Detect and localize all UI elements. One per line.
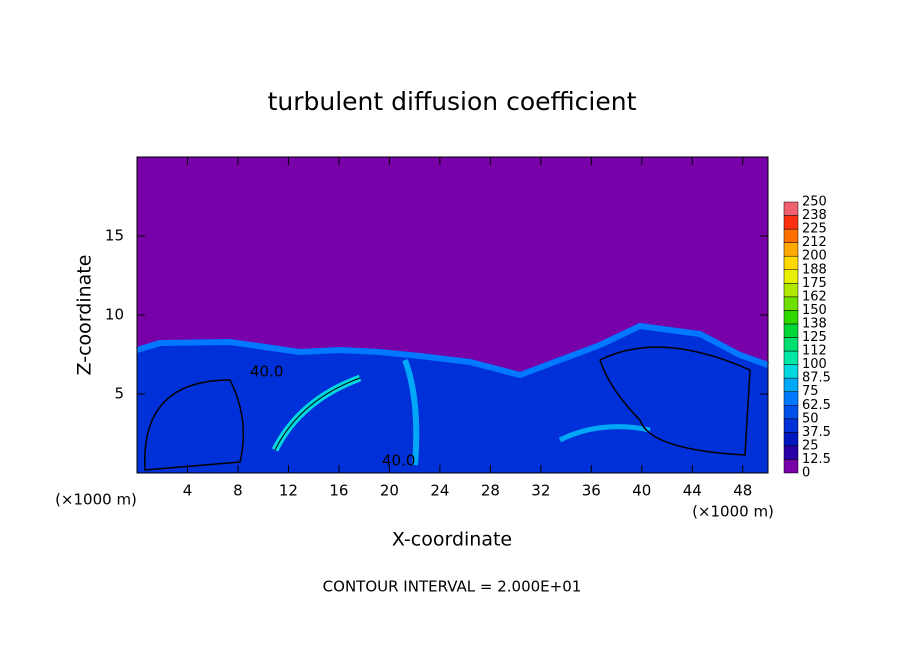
colorbar-swatch: [783, 228, 799, 243]
colorbar-label: 238: [802, 208, 827, 223]
colorbar-swatch: [783, 269, 799, 284]
colorbar-label: 212: [802, 235, 827, 250]
x-tick-label: 36: [582, 482, 601, 500]
turbulent-layer: [137, 326, 768, 473]
x-tick-label: 8: [233, 482, 243, 500]
x-tick-label: 48: [733, 482, 752, 500]
colorbar-label: 0: [802, 466, 810, 481]
colorbar-label: 125: [802, 330, 827, 345]
contour: [599, 346, 751, 456]
contour-label: 40.0: [382, 452, 415, 470]
layer-edge: [136, 322, 770, 379]
colorbar-label: 175: [802, 276, 827, 291]
colorbar-swatch: [783, 215, 799, 230]
colorbar-swatch: [783, 418, 799, 433]
colorbar-swatch: [783, 323, 799, 338]
streak: [558, 424, 651, 443]
colorbar-swatch: [783, 350, 799, 365]
streak: [402, 358, 420, 466]
y-tick-label: 5: [114, 385, 124, 403]
colorbar-swatch: [783, 377, 799, 392]
colorbar-swatch: [783, 364, 799, 379]
colorbar-label: 75: [802, 384, 819, 399]
colorbar-label: 250: [802, 195, 827, 210]
colorbar-swatch: [783, 445, 799, 460]
colorbar-swatch: [783, 242, 799, 257]
colorbar-label: 112: [802, 344, 827, 359]
colorbar-label: 138: [802, 316, 827, 331]
x-tick-label: 32: [531, 482, 550, 500]
y-tick-label: 10: [105, 306, 124, 324]
colorbar-swatch: [783, 405, 799, 420]
x-tick-label: 44: [683, 482, 702, 500]
colorbar-swatch: [783, 459, 799, 474]
footer: CONTOUR INTERVAL = 2.000E+01: [323, 578, 582, 596]
x-tick-label: 24: [430, 482, 449, 500]
colorbar-swatch: [783, 337, 799, 352]
colorbar-swatch: [783, 255, 799, 271]
colorbar-label: 100: [802, 357, 827, 372]
y-unit: (×1000 m): [55, 491, 137, 509]
colorbar-label: 188: [802, 262, 827, 277]
x-tick-label: 40: [632, 482, 651, 500]
x-axis-label: X-coordinate: [392, 529, 512, 551]
colorbar-label: 12.5: [802, 452, 831, 467]
y-tick-label: 15: [105, 227, 124, 245]
x-tick-label: 12: [279, 482, 298, 500]
colorbar-label: 50: [802, 411, 819, 426]
colorbar-label: 150: [802, 303, 827, 318]
colorbar-label: 25: [802, 438, 819, 453]
colorbar-swatch: [783, 201, 799, 216]
colorbar-label: 62.5: [802, 398, 831, 413]
x-tick-label: 16: [329, 482, 348, 500]
colorbar-label: 200: [802, 249, 827, 264]
colorbar-label: 162: [802, 289, 827, 304]
contour-label: 40.0: [250, 363, 283, 381]
y-axis-label: Z-coordinate: [74, 255, 96, 376]
contour: [274, 377, 361, 451]
x-tick-label: 20: [380, 482, 399, 500]
colorbar-swatch: [783, 296, 799, 311]
x-tick-label: 4: [183, 482, 193, 500]
x-tick-label: 28: [481, 482, 500, 500]
colorbar-swatch: [783, 283, 799, 298]
colorbar-label: 37.5: [802, 425, 831, 440]
colorbar-label: 225: [802, 222, 827, 237]
colorbar-swatch: [783, 432, 799, 447]
colorbar-swatch: [783, 310, 799, 325]
chart-title: turbulent diffusion coefficient: [268, 87, 637, 116]
contour: [144, 379, 245, 471]
x-unit: (×1000 m): [692, 503, 774, 521]
colorbar-label: 87.5: [802, 371, 831, 386]
colorbar-swatch: [783, 391, 799, 406]
